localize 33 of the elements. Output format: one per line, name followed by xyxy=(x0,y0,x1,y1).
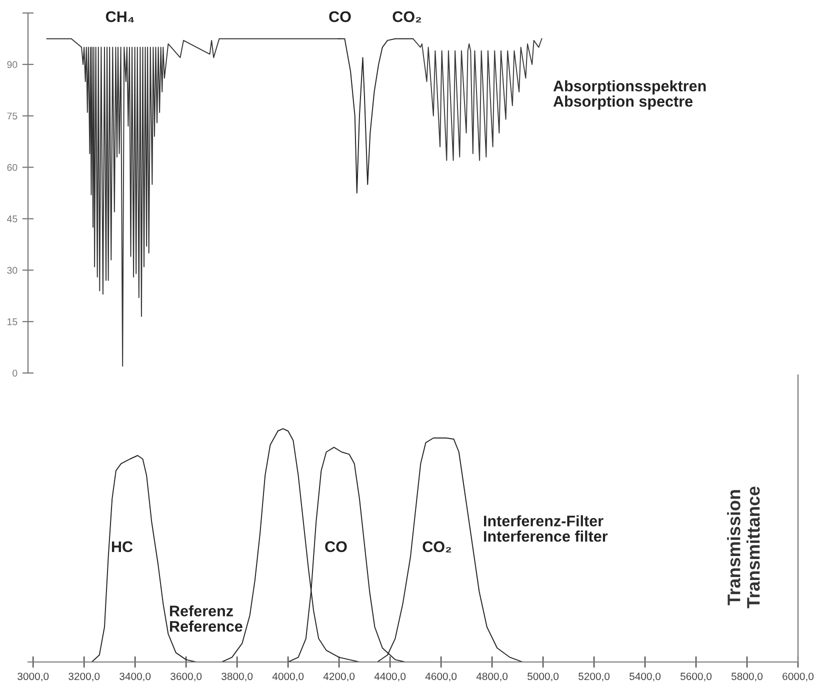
x-tick-label: 5800,0 xyxy=(731,672,763,682)
x-tick-label: 4600,0 xyxy=(425,672,457,682)
x-tick-label: 3800,0 xyxy=(222,672,253,682)
annotation: Interferenz-Filter Interference filter xyxy=(484,515,608,542)
annotation: Absorptionsspektren Absorption spectre xyxy=(553,80,706,110)
y-tick-label: 90 xyxy=(7,61,18,68)
annotation: CO xyxy=(325,541,347,552)
y-tick-label: 0 xyxy=(12,370,18,377)
x-tick-label: 3600,0 xyxy=(170,672,202,682)
annotation: CH₄ xyxy=(106,11,134,22)
x-tick-label: 6000,0 xyxy=(782,672,814,682)
x-tick-label: 3200,0 xyxy=(68,672,100,682)
x-tick-label: 5400,0 xyxy=(630,672,661,682)
annotation: CO₂ xyxy=(392,11,422,22)
x-tick-label: 5000,0 xyxy=(528,672,559,682)
y-axis-title: Transmission Transmittance xyxy=(727,486,760,608)
annotation: CO₂ xyxy=(422,541,452,552)
x-tick-label: 5600,0 xyxy=(680,672,712,682)
annotation: CO xyxy=(329,11,351,22)
x-tick-label: 4000,0 xyxy=(272,672,304,682)
x-tick-label: 3400,0 xyxy=(120,672,151,682)
x-tick-label: 4400,0 xyxy=(374,672,406,682)
x-tick-label: 4800,0 xyxy=(476,672,508,682)
x-tick-label: 5200,0 xyxy=(578,672,610,682)
y-tick-label: 60 xyxy=(7,164,18,171)
annotation: HC xyxy=(112,541,133,552)
y-tick-label: 15 xyxy=(8,318,18,326)
x-tick-label: 3000,0 xyxy=(18,672,49,682)
annotation: Referenz Reference xyxy=(170,605,242,632)
y-tick-label: 30 xyxy=(7,266,18,274)
x-tick-label: 4200,0 xyxy=(323,672,355,682)
y-tick-label: 45 xyxy=(6,216,18,222)
y-tick-label: 75 xyxy=(7,112,18,120)
